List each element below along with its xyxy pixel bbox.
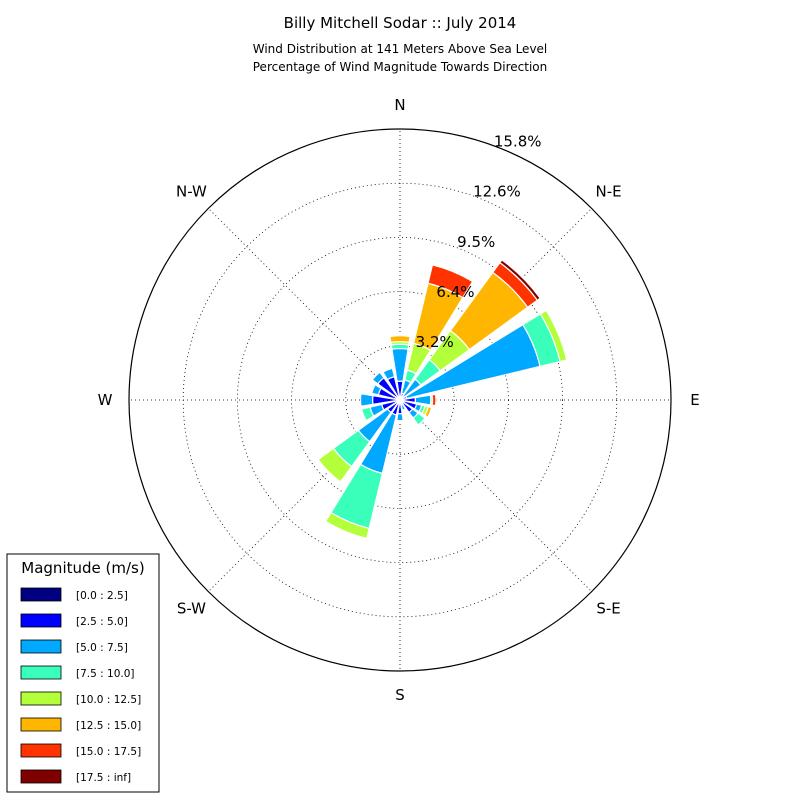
- bar-dir-135-bin-4: [412, 412, 426, 426]
- bar-dir-225-bin-5: [317, 447, 353, 483]
- grid-spoke-n-w: [208, 208, 401, 401]
- direction-label-s: S: [395, 686, 405, 704]
- bar-dir-90-bin-3: [414, 394, 432, 406]
- legend-label-5: [10.0 : 12.5]: [76, 694, 141, 706]
- grid-spoke-s-e: [399, 399, 592, 592]
- bar-dir-315-bin-3: [371, 371, 385, 385]
- legend-label-3: [5.0 : 7.5]: [76, 642, 128, 654]
- bar-dir-337.5-bin-3: [382, 367, 396, 381]
- chart-title: Billy Mitchell Sodar :: July 2014: [284, 14, 517, 32]
- polar-outer-circle: [128, 128, 672, 672]
- direction-label-e: E: [690, 391, 699, 409]
- polar-labels: N N-E E S-E S S-W W N-W 3.2% 6.4% 9.5% 12.6% 15.8%: [98, 96, 700, 704]
- bar-dir-0-bin-6: [389, 335, 411, 344]
- chart-subtitle-line-2: Percentage of Wind Magnitude Towards Dir…: [253, 60, 547, 74]
- legend-swatch-8: [20, 769, 62, 784]
- direction-label-w: W: [98, 391, 113, 409]
- direction-label-n-e: N-E: [596, 182, 622, 200]
- bar-dir-67.5-bin-5: [539, 309, 568, 363]
- legend-label-4: [7.5 : 10.0]: [76, 668, 134, 680]
- bar-dir-247.5-bin-4: [360, 406, 375, 422]
- direction-label-n: N: [394, 96, 405, 114]
- legend-swatch-3: [20, 639, 62, 654]
- legend-label-1: [0.0 : 2.5]: [76, 590, 128, 602]
- legend-swatch-2: [20, 613, 62, 628]
- polar-grid: [129, 129, 671, 671]
- wind-bars: [317, 259, 568, 540]
- bar-dir-202.5-bin-5: [324, 511, 370, 540]
- bar-dir-45-bin-8: [498, 259, 541, 302]
- grid-ring-1: [345, 345, 455, 455]
- legend: Magnitude (m/s) [0.0 : 2.5] [2.5 : 5.0] [5…: [6, 553, 160, 793]
- direction-label-n-w: N-W: [176, 182, 207, 200]
- legend-swatch-7: [20, 743, 62, 758]
- bar-dir-90-bin-7: [431, 393, 437, 407]
- legend-swatch-6: [20, 717, 62, 732]
- radial-tick-label-4: 12.6%: [473, 183, 521, 201]
- legend-swatch-5: [20, 691, 62, 706]
- direction-label-s-w: S-W: [177, 600, 206, 618]
- legend-label-7: [15.0 : 17.5]: [76, 746, 141, 758]
- bar-dir-180-bin-3: [396, 412, 404, 422]
- legend-title: Magnitude (m/s): [21, 559, 144, 577]
- bar-dir-22.5-bin-7: [427, 264, 474, 299]
- legend-swatch-4: [20, 665, 62, 680]
- legend-label-6: [12.5 : 15.0]: [76, 720, 141, 732]
- radial-tick-label-2: 6.4%: [436, 283, 474, 301]
- bar-dir-292.5-bin-3: [370, 383, 382, 396]
- radial-tick-label-1: 3.2%: [416, 333, 454, 351]
- grid-ring-3: [236, 236, 564, 564]
- legend-swatch-1: [20, 587, 62, 602]
- direction-label-s-e: S-E: [596, 600, 620, 618]
- bar-dir-270-bin-3: [359, 393, 374, 407]
- legend-label-2: [2.5 : 5.0]: [76, 616, 128, 628]
- legend-label-8: [17.5 : inf]: [76, 772, 131, 784]
- chart-subtitle-line-1: Wind Distribution at 141 Meters Above Se…: [253, 42, 548, 56]
- radial-tick-label-5: 15.8%: [494, 133, 542, 151]
- radial-tick-label-3: 9.5%: [457, 233, 495, 251]
- bar-dir-112.5-bin-6: [424, 406, 433, 418]
